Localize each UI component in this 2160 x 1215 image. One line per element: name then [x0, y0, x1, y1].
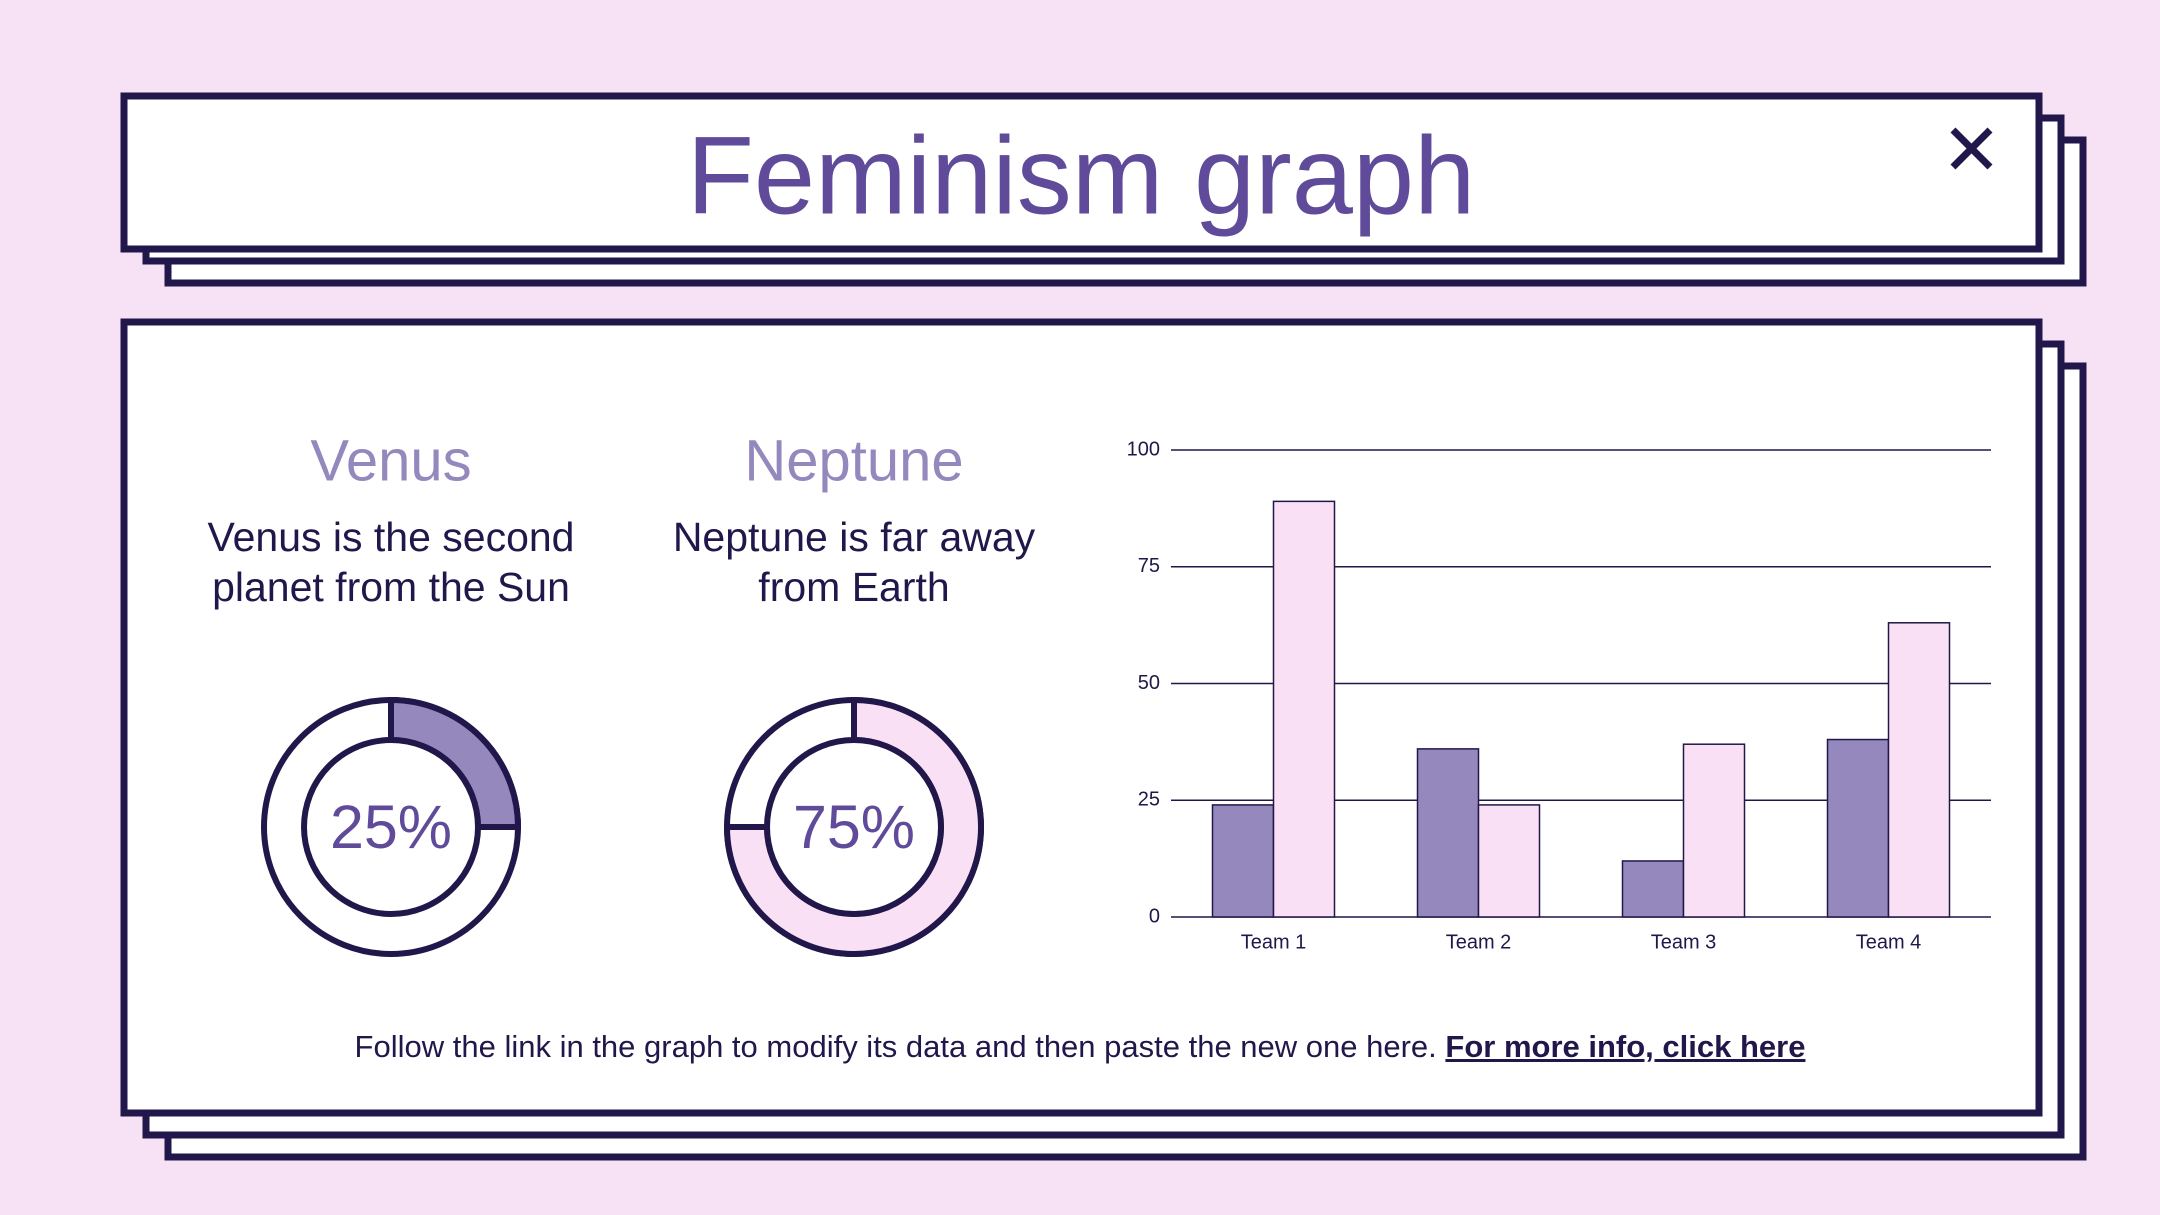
bar — [1887, 622, 1951, 918]
title-window — [120, 92, 2043, 253]
donut-title: Venus — [310, 428, 472, 494]
y-tick-label: 100 — [1127, 438, 1160, 460]
y-tick-label: 50 — [1138, 672, 1160, 694]
donut-description: Neptune is far away from Earth — [672, 514, 1036, 610]
bar — [1682, 743, 1746, 918]
bar — [1416, 748, 1480, 918]
footer-text: Follow the link in the graph to modify i… — [354, 1029, 1437, 1064]
y-tick-label: 0 — [1149, 905, 1160, 927]
bar — [1826, 738, 1890, 918]
x-tick-label: Team 3 — [1651, 931, 1717, 953]
y-tick-label: 75 — [1138, 555, 1160, 577]
x-tick-label: Team 1 — [1241, 931, 1307, 953]
info-link[interactable]: For more info, click here — [1445, 1029, 1806, 1064]
x-tick-label: Team 4 — [1856, 931, 1922, 953]
footer: Follow the link in the graph to modify i… — [355, 1029, 1806, 1065]
donut-title: Neptune — [744, 428, 964, 494]
donut-label: 25% — [329, 793, 453, 861]
donut-label: 75% — [792, 793, 916, 861]
title: Feminism graph — [686, 114, 1476, 238]
bar — [1477, 804, 1541, 918]
windows — [120, 92, 2087, 1161]
y-tick-label: 25 — [1138, 789, 1160, 811]
donut-description: Venus is the second planet from the Sun — [207, 514, 575, 610]
x-tick-label: Team 2 — [1446, 931, 1512, 953]
bar — [1211, 804, 1275, 918]
bar — [1621, 860, 1685, 918]
donut-hole — [764, 737, 944, 917]
close-button[interactable] — [1950, 127, 1993, 170]
donut-hole — [301, 737, 481, 917]
bar — [1272, 500, 1336, 918]
